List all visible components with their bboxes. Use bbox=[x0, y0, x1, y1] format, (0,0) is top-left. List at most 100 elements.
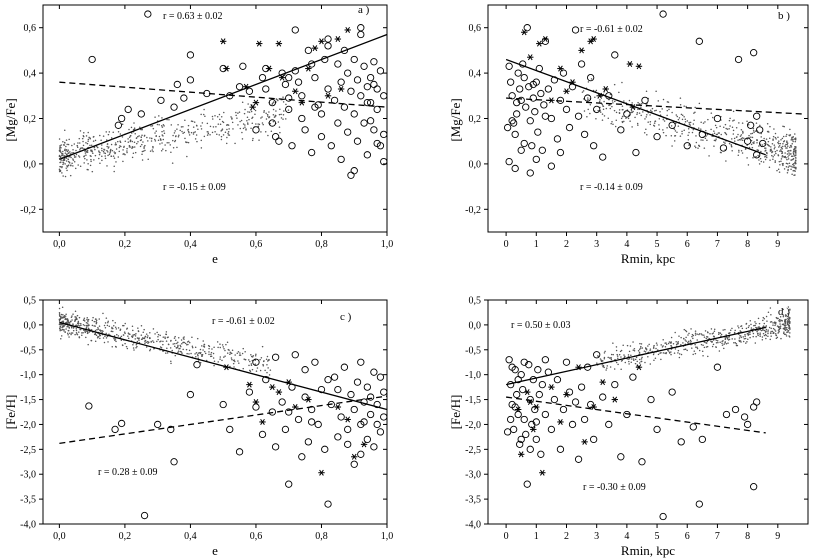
disk-star-dot bbox=[194, 346, 197, 349]
disk-star-dot bbox=[150, 125, 152, 127]
halo-star-circle bbox=[347, 390, 355, 399]
disk-star-dot bbox=[267, 367, 269, 369]
halo-star-circle bbox=[638, 458, 646, 466]
disk-star-dot bbox=[615, 361, 618, 364]
halo-star-circle bbox=[376, 67, 385, 75]
disk-star-dot bbox=[665, 343, 668, 346]
disk-star-dot bbox=[707, 331, 709, 334]
disk-star-dot bbox=[757, 317, 760, 320]
halo-star-circle bbox=[731, 405, 740, 414]
disk-star-dot bbox=[667, 342, 670, 345]
halo-star-circle bbox=[565, 123, 574, 132]
disk-star-dot bbox=[748, 325, 750, 327]
halo-star-asterisk bbox=[334, 36, 342, 43]
halo-star-circle bbox=[510, 425, 518, 434]
disk-star-dot bbox=[779, 323, 781, 325]
x-tick-label: 9 bbox=[775, 239, 780, 250]
disk-star-dot bbox=[254, 363, 257, 365]
disk-star-dot bbox=[603, 100, 605, 103]
disk-star-dot bbox=[763, 322, 766, 325]
halo-star-circle bbox=[510, 119, 518, 127]
disk-star-dot bbox=[613, 109, 616, 112]
disk-star-dot bbox=[250, 127, 252, 130]
halo-star-asterisk bbox=[318, 469, 325, 476]
halo-star-circle bbox=[756, 126, 764, 134]
x-axis-label: Rmin, kpc bbox=[621, 543, 675, 558]
halo-star-circle bbox=[746, 121, 755, 129]
halo-star-asterisk bbox=[278, 74, 286, 81]
disk-star-dot bbox=[179, 344, 181, 347]
disk-star-dot bbox=[787, 156, 789, 158]
disk-star-dot bbox=[582, 90, 585, 92]
disk-star-dot bbox=[640, 358, 643, 360]
y-axis-label: [Mg/Fe] bbox=[3, 98, 18, 141]
disk-star-dot bbox=[152, 150, 154, 153]
disk-star-dot bbox=[601, 119, 604, 121]
disk-star-dot bbox=[90, 155, 92, 158]
halo-star-circle bbox=[363, 383, 371, 391]
disk-star-dot bbox=[75, 153, 78, 156]
disk-star-dot bbox=[64, 318, 66, 321]
halo-star-circle bbox=[288, 142, 296, 150]
disk-star-dot bbox=[67, 143, 70, 146]
x-tick-label: 3 bbox=[594, 239, 599, 250]
halo-star-circle bbox=[605, 92, 613, 100]
disk-star-dot bbox=[610, 357, 612, 359]
disk-star-dot bbox=[742, 130, 744, 133]
halo-star-circle bbox=[586, 400, 595, 409]
disk-star-dot bbox=[749, 320, 752, 322]
halo-star-circle bbox=[334, 385, 342, 394]
disk-star-dot bbox=[638, 358, 641, 361]
disk-star-dot bbox=[781, 151, 783, 153]
disk-star-dot bbox=[655, 342, 658, 344]
disk-star-dot bbox=[662, 118, 665, 121]
halo-star-circle bbox=[301, 366, 309, 374]
disk-star-dot bbox=[785, 143, 787, 146]
disk-star-dot bbox=[67, 149, 70, 151]
disk-star-dot bbox=[65, 167, 68, 169]
disk-star-dot bbox=[746, 341, 748, 343]
panel-c: 0,0 0,2 0,4 0,6 0,8 1,0-4,0-3,5-3,0-2,5-2,0-1… bbox=[3, 296, 393, 559]
disk-star-dot bbox=[76, 314, 79, 317]
disk-star-dot bbox=[688, 131, 690, 134]
disk-star-dot bbox=[76, 144, 79, 147]
disk-star-dot bbox=[180, 345, 182, 348]
disk-star-dot bbox=[763, 329, 766, 332]
disk-star-dot bbox=[691, 347, 693, 349]
disk-star-dot bbox=[65, 313, 67, 316]
disk-star-dot bbox=[201, 354, 203, 356]
disk-star-dot bbox=[210, 353, 212, 356]
disk-star-dot bbox=[608, 104, 610, 107]
disk-star-dot bbox=[630, 110, 633, 112]
disk-star-dot bbox=[160, 149, 163, 152]
disk-star-dot bbox=[789, 309, 791, 311]
disk-star-dot bbox=[752, 127, 755, 130]
disk-star-dot bbox=[117, 327, 120, 329]
disk-star-dot bbox=[174, 345, 176, 348]
disk-star-dot bbox=[77, 320, 80, 323]
y-tick-label: 0,0 bbox=[24, 159, 37, 170]
disk-star-dot bbox=[246, 116, 249, 118]
disk-star-dot bbox=[757, 326, 759, 329]
halo-star-circle bbox=[659, 512, 667, 521]
halo-star-circle bbox=[304, 438, 313, 446]
halo-star-circle bbox=[321, 445, 329, 453]
disk-star-dot bbox=[166, 352, 169, 354]
disk-star-dot bbox=[675, 114, 678, 116]
disk-star-dot bbox=[167, 343, 170, 346]
halo-star-circle bbox=[291, 26, 299, 34]
disk-star-dot bbox=[771, 151, 774, 153]
x-tick-label: 0 bbox=[504, 239, 509, 250]
disk-star-dot bbox=[172, 134, 174, 137]
disk-star-dot bbox=[134, 338, 136, 340]
disk-star-dot bbox=[86, 151, 89, 153]
halo-star-circle bbox=[340, 363, 349, 371]
halo-star-circle bbox=[750, 483, 758, 491]
disk-star-dot bbox=[115, 340, 117, 343]
disk-star-dot bbox=[660, 351, 662, 354]
x-tick-label: 8 bbox=[745, 239, 750, 250]
halo-star-circle bbox=[363, 83, 371, 91]
disk-star-dot bbox=[686, 349, 688, 352]
disk-star-dot bbox=[216, 133, 218, 135]
disk-star-dot bbox=[279, 131, 281, 134]
